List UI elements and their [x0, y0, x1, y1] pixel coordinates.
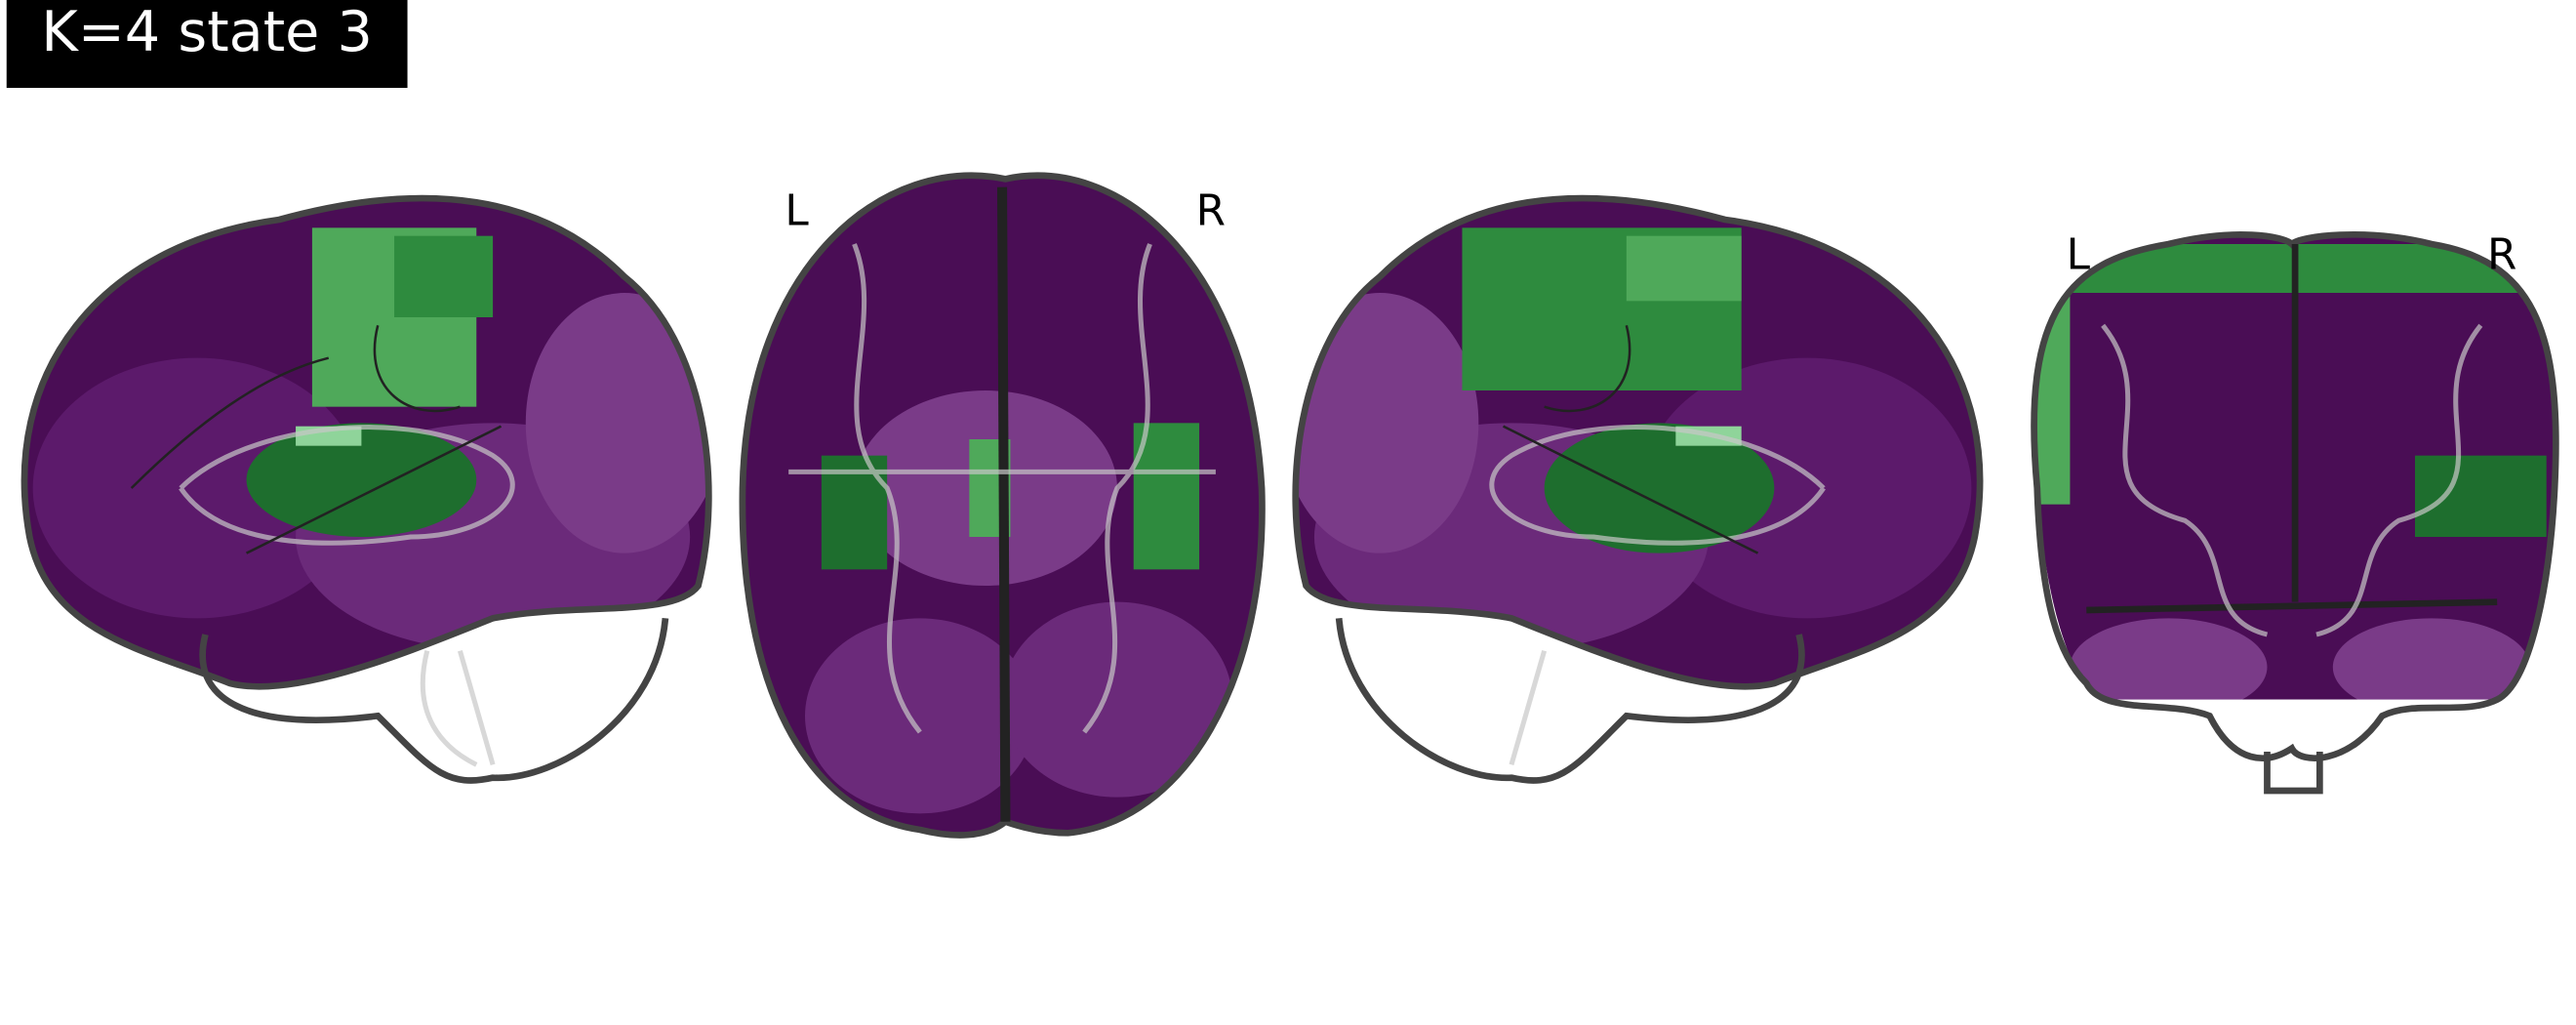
title-box	[6, 0, 408, 88]
coronal-left-label: L	[2067, 230, 2091, 279]
axial-right-label: R	[1196, 186, 1226, 235]
coronal-view: L R	[2031, 230, 2559, 795]
axial-view: L R	[739, 172, 1266, 839]
sagittal-left-view	[20, 194, 712, 784]
axial-left-label: L	[785, 186, 809, 235]
sagittal-right-view	[1292, 194, 1984, 784]
coronal-right-label: R	[2487, 230, 2516, 279]
title: K=4 state 3	[41, 0, 373, 64]
